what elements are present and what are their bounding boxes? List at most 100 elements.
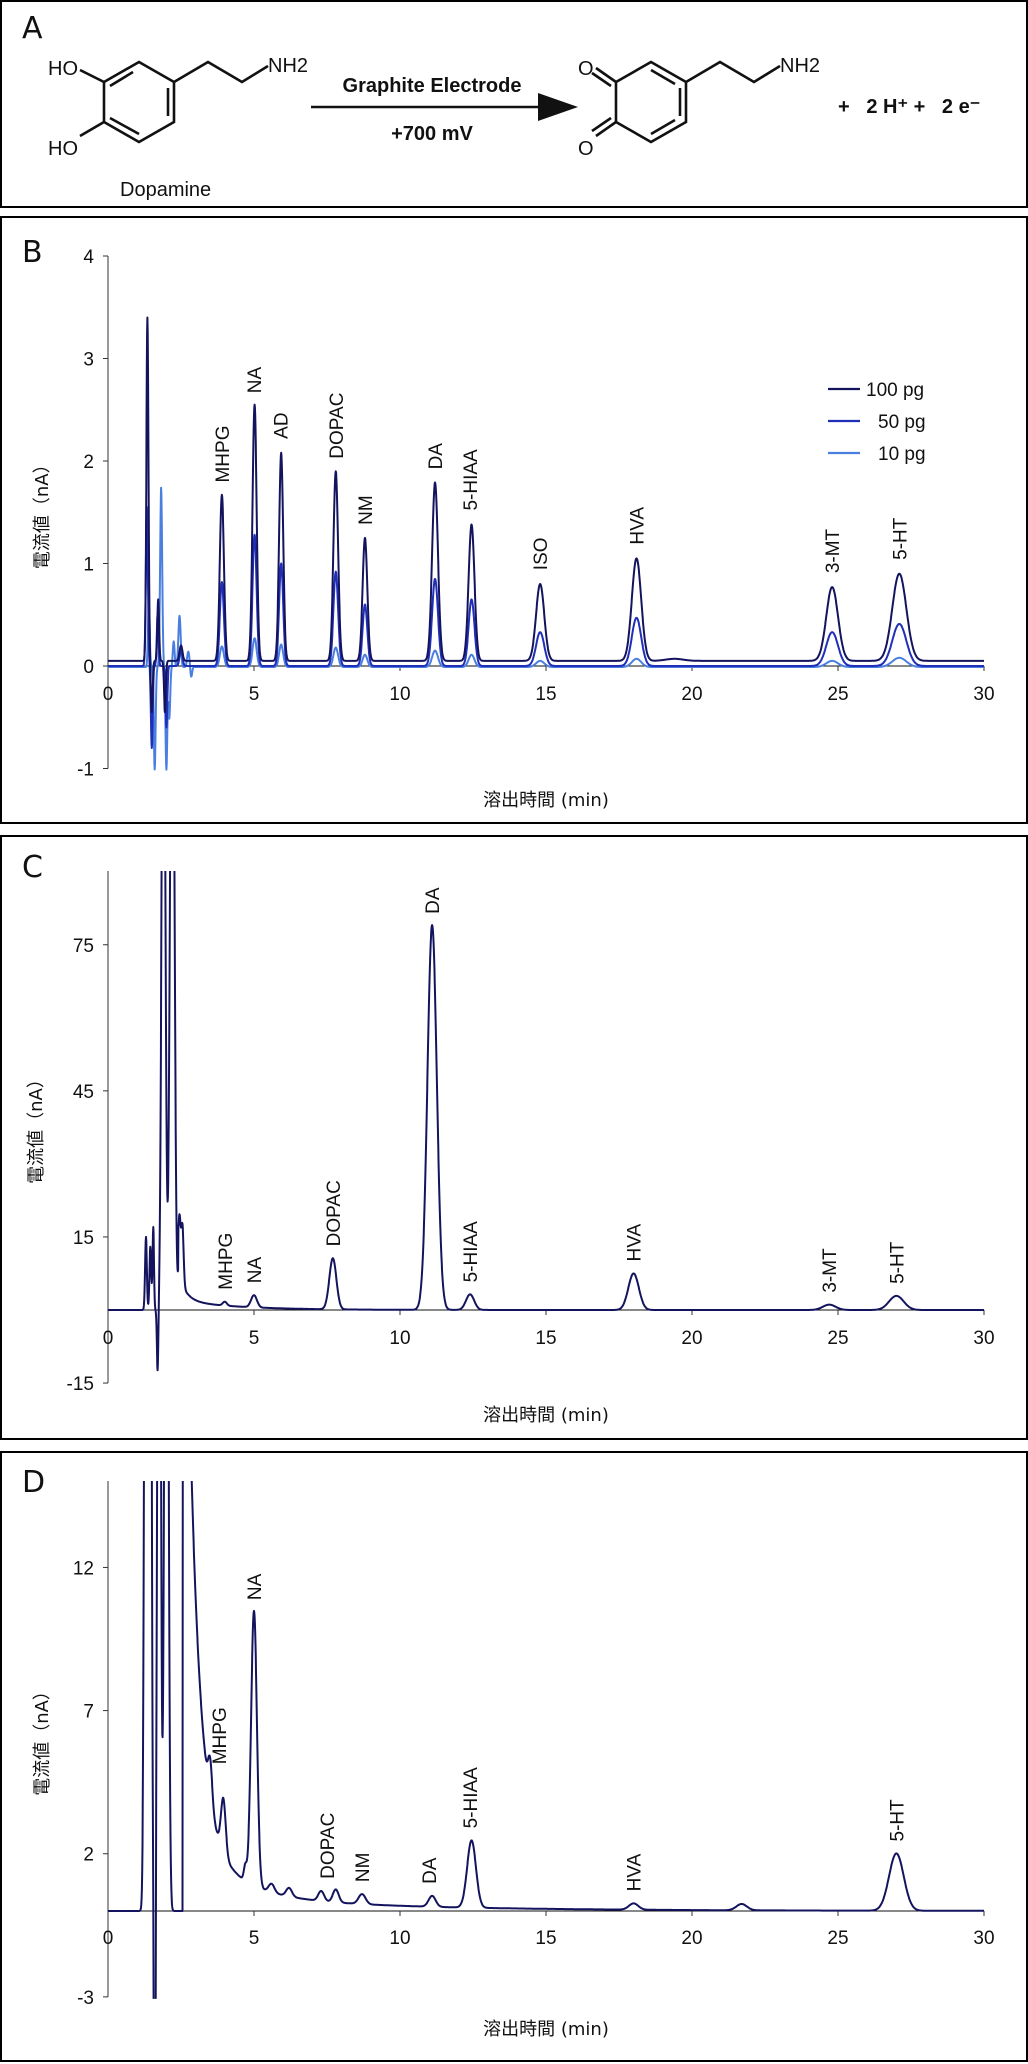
series-group: [108, 871, 985, 1372]
peak-label: DA: [423, 887, 444, 914]
reactant-nh2: NH2: [268, 55, 308, 77]
peak-label: DOPAC: [324, 1180, 345, 1246]
y-tick-label: 15: [73, 1228, 94, 1249]
y-tick-label: 0: [83, 657, 94, 678]
series-group: [108, 316, 985, 771]
x-axis-title: 溶出時間 (min): [483, 1405, 609, 1426]
x-tick-label: 10: [389, 1328, 410, 1349]
x-axis-title: 溶出時間 (min): [483, 790, 609, 811]
peak-label: NM: [353, 1853, 374, 1883]
peak-label: 5-HIAA: [461, 449, 482, 511]
product-nh2: NH2: [780, 55, 820, 77]
reaction-arrow: [311, 93, 578, 121]
x-tick-label: 20: [681, 684, 702, 705]
y-tick-label: 1: [83, 555, 94, 576]
byproducts: + 2 H⁺ + 2 e⁻: [838, 96, 980, 118]
peak-label: 3-MT: [820, 1248, 841, 1293]
x-tick-label: 25: [827, 1928, 848, 1949]
panel-letter-d: D: [22, 1465, 45, 1500]
quinone-structure: [591, 60, 781, 144]
peak-label: 5-HT: [887, 1799, 908, 1842]
series-line-10-pg: [108, 486, 985, 771]
panel-letter-a: A: [22, 11, 43, 46]
peak-label: NA: [245, 1573, 266, 1600]
x-tick-label: 25: [827, 684, 848, 705]
y-tick-label: 2: [83, 452, 94, 473]
series-group: [108, 1481, 985, 1999]
series-line-100-pg: [108, 316, 985, 714]
legend-label: 50 pg: [878, 412, 926, 433]
product-o-top: O: [578, 58, 594, 80]
peak-label: DOPAC: [327, 393, 348, 459]
y-tick-label: 3: [83, 350, 94, 371]
legend: 100 pg 50 pg 10 pg: [828, 380, 926, 465]
peak-label: NA: [245, 367, 266, 394]
peak-label: DOPAC: [318, 1813, 339, 1879]
product-o-bottom: O: [578, 138, 594, 160]
chart-panel-d: -3 2 7 12 0 5 10 15 20 25 30 溶出時間 (min) 電流値（nA） MHPG N…: [32, 1481, 995, 2040]
x-tick-label: 20: [681, 1928, 702, 1949]
panel-letter-c: C: [22, 850, 43, 885]
x-tick-label: 5: [249, 1328, 260, 1349]
reactant-name: Dopamine: [120, 179, 211, 201]
series-line-50-pg: [108, 506, 985, 749]
panel-letter-b: B: [22, 235, 43, 270]
peak-label: HVA: [625, 1853, 646, 1891]
y-tick-label: 45: [73, 1082, 94, 1103]
peak-label: 5-HIAA: [461, 1221, 482, 1283]
x-tick-label: 10: [389, 1928, 410, 1949]
chart-panel-b: -1 0 1 2 3 4 0 5 10 15 20 25 30 溶出時間 (min) 電流値（nA） MHPG…: [32, 247, 995, 811]
peak-label: NM: [356, 495, 377, 525]
arrow-condition-potential: +700 mV: [391, 123, 473, 145]
peak-label: DA: [420, 1857, 441, 1884]
panel-a-frame: [0, 0, 1028, 208]
y-tick-label: 12: [73, 1558, 94, 1579]
panel-d-frame: [0, 1451, 1028, 2062]
y-axis-title: 電流値（nA）: [32, 455, 53, 569]
x-tick-label: 5: [249, 1928, 260, 1949]
legend-label: 10 pg: [878, 444, 926, 465]
x-tick-label: 15: [535, 1328, 556, 1349]
y-tick-label: 75: [73, 936, 94, 957]
y-tick-label: -15: [67, 1374, 94, 1395]
panel-b-frame: [0, 216, 1028, 824]
x-tick-label: 25: [827, 1328, 848, 1349]
x-tick-label: 30: [973, 1328, 994, 1349]
arrow-condition-electrode: Graphite Electrode: [343, 75, 522, 97]
peak-label: 5-HIAA: [461, 1767, 482, 1829]
peak-label: NA: [245, 1256, 266, 1283]
peak-label: 5-HT: [890, 517, 911, 560]
x-tick-label: 0: [103, 684, 114, 705]
peak-label: 5-HT: [887, 1241, 908, 1284]
reaction-scheme: A HO HO NH2 Dopamine Graphite Electrode …: [22, 11, 980, 201]
y-axis-title: 電流値（nA）: [26, 1070, 47, 1184]
series-line-sample: [108, 1481, 985, 1999]
y-tick-label: 4: [83, 247, 94, 268]
x-tick-label: 10: [389, 684, 410, 705]
y-tick-label: -3: [77, 1988, 94, 2009]
x-tick-label: 15: [535, 1928, 556, 1949]
y-axis-title: 電流値（nA）: [32, 1682, 53, 1796]
reactant-ho-bottom: HO: [48, 138, 78, 160]
reactant-ho-top: HO: [48, 58, 78, 80]
panel-c-frame: [0, 835, 1028, 1440]
chart-panel-c: -15 15 45 75 0 5 10 15 20 25 30 溶出時間 (min) 電流値（nA） MH…: [26, 871, 995, 1426]
x-tick-label: 5: [249, 684, 260, 705]
peak-label: MHPG: [210, 1707, 231, 1764]
peak-label: 3-MT: [823, 528, 844, 573]
peak-label: MHPG: [213, 426, 234, 483]
peak-label: HVA: [628, 507, 649, 545]
peak-label: AD: [271, 412, 292, 438]
dopamine-structure: [79, 60, 269, 144]
x-tick-label: 30: [973, 684, 994, 705]
peak-label: MHPG: [216, 1233, 237, 1290]
peak-label: ISO: [531, 537, 552, 570]
x-tick-label: 15: [535, 684, 556, 705]
legend-label: 100 pg: [866, 380, 924, 401]
x-tick-label: 0: [103, 1328, 114, 1349]
x-tick-label: 0: [103, 1928, 114, 1949]
y-tick-label: 2: [83, 1845, 94, 1866]
y-tick-label: 7: [83, 1702, 94, 1723]
